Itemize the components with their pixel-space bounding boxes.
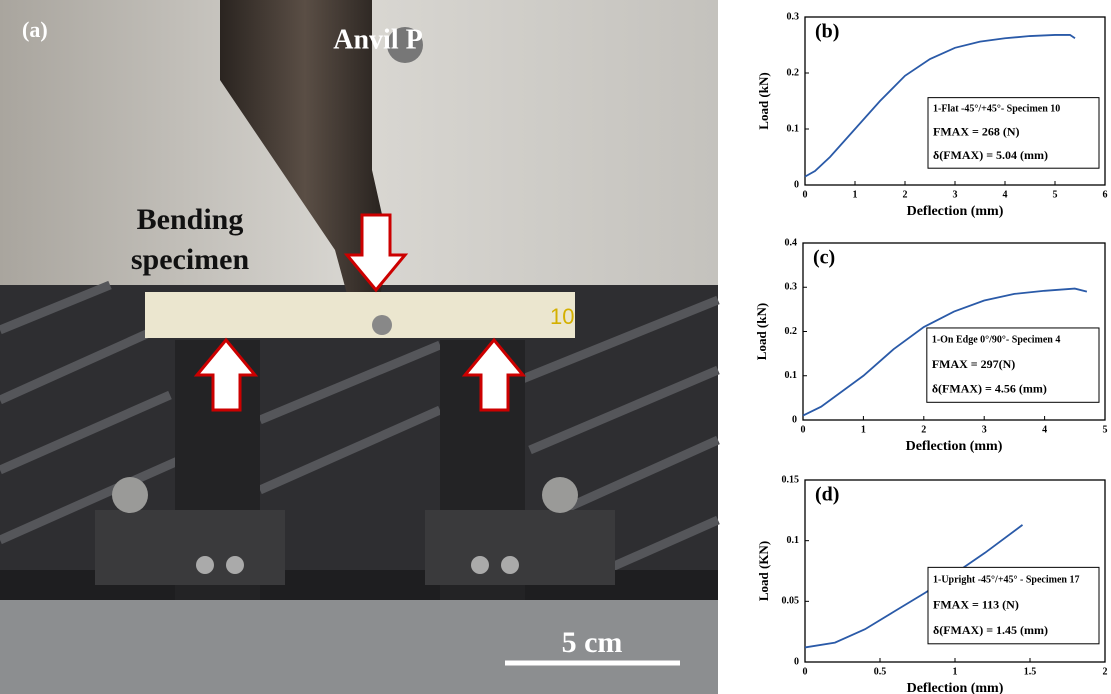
x-tick-label: 0 bbox=[801, 424, 806, 435]
x-tick-label: 6 bbox=[1103, 189, 1108, 200]
x-tick-label: 5 bbox=[1053, 189, 1058, 200]
y-tick-label: 0.4 bbox=[785, 237, 798, 248]
x-tick-label: 1 bbox=[953, 666, 958, 677]
annotation: 1-Flat -45°/+45°- Specimen 10 bbox=[933, 104, 1060, 115]
x-tick-label: 4 bbox=[1042, 424, 1047, 435]
y-axis-label: Load (kN) bbox=[754, 303, 769, 360]
y-tick-label: 0.1 bbox=[787, 123, 800, 134]
x-tick-label: 2 bbox=[1103, 666, 1108, 677]
y-tick-label: 0.3 bbox=[787, 11, 800, 22]
y-tick-label: 0 bbox=[794, 656, 799, 667]
data-line bbox=[804, 524, 1024, 649]
x-tick-label: 1 bbox=[861, 424, 866, 435]
x-tick-label: 1 bbox=[853, 189, 858, 200]
panel-label: (c) bbox=[813, 247, 835, 269]
annotation: FMAX = 297(N) bbox=[932, 357, 1015, 371]
annotation: δ(FMAX) = 5.04 (mm) bbox=[933, 148, 1048, 162]
x-axis-label: Deflection (mm) bbox=[907, 681, 1004, 694]
x-axis-label: Deflection (mm) bbox=[906, 439, 1003, 454]
x-tick-label: 3 bbox=[982, 424, 987, 435]
annotation: 1-On Edge 0°/90°- Specimen 4 bbox=[932, 335, 1061, 346]
y-tick-label: 0.1 bbox=[787, 535, 800, 546]
y-tick-label: 0.2 bbox=[785, 326, 798, 337]
annotation-box bbox=[927, 566, 1100, 645]
x-tick-label: 2 bbox=[903, 189, 908, 200]
y-tick-label: 0.15 bbox=[782, 474, 800, 485]
panel-label: (d) bbox=[815, 484, 839, 506]
x-tick-label: 0.5 bbox=[874, 666, 887, 677]
panel-label: (a) bbox=[22, 17, 48, 42]
y-tick-label: 0.3 bbox=[785, 282, 798, 293]
x-tick-label: 0 bbox=[803, 189, 808, 200]
y-tick-label: 0.2 bbox=[787, 67, 800, 78]
x-tick-label: 2 bbox=[921, 424, 926, 435]
y-tick-label: 0.1 bbox=[785, 370, 798, 381]
x-tick-label: 5 bbox=[1103, 424, 1108, 435]
x-tick-label: 1.5 bbox=[1024, 666, 1037, 677]
y-axis-label: Load (kN) bbox=[756, 72, 771, 129]
x-tick-label: 4 bbox=[1003, 189, 1008, 200]
data-line bbox=[802, 287, 1088, 417]
x-axis-label: Deflection (mm) bbox=[907, 204, 1004, 219]
specimen-number: 10 bbox=[550, 304, 574, 329]
scale-label: 5 cm bbox=[562, 626, 623, 659]
annotation-box bbox=[927, 97, 1100, 169]
annotation: δ(FMAX) = 4.56 (mm) bbox=[932, 382, 1047, 396]
specimen-label: Bending bbox=[137, 203, 244, 236]
annotation: FMAX = 113 (N) bbox=[933, 597, 1019, 611]
annotation: FMAX = 268 (N) bbox=[933, 125, 1019, 139]
photo: (a) Anvil P Bending specimen 10 5 cm bbox=[0, 0, 720, 694]
annotation: 1-Upright -45°/+45° - Specimen 17 bbox=[933, 574, 1079, 585]
annotation: δ(FMAX) = 1.45 (mm) bbox=[933, 623, 1048, 637]
y-axis-label: Load (KN) bbox=[756, 541, 771, 601]
specimen-label: specimen bbox=[131, 243, 250, 276]
anvil-label: Anvil P bbox=[333, 24, 422, 55]
y-tick-label: 0 bbox=[794, 179, 799, 190]
panel-label: (b) bbox=[815, 21, 839, 43]
x-tick-label: 3 bbox=[953, 189, 958, 200]
annotation-box bbox=[926, 327, 1100, 403]
y-tick-label: 0 bbox=[792, 414, 797, 425]
data-line bbox=[804, 34, 1076, 178]
y-tick-label: 0.05 bbox=[782, 596, 800, 607]
x-tick-label: 0 bbox=[803, 666, 808, 677]
